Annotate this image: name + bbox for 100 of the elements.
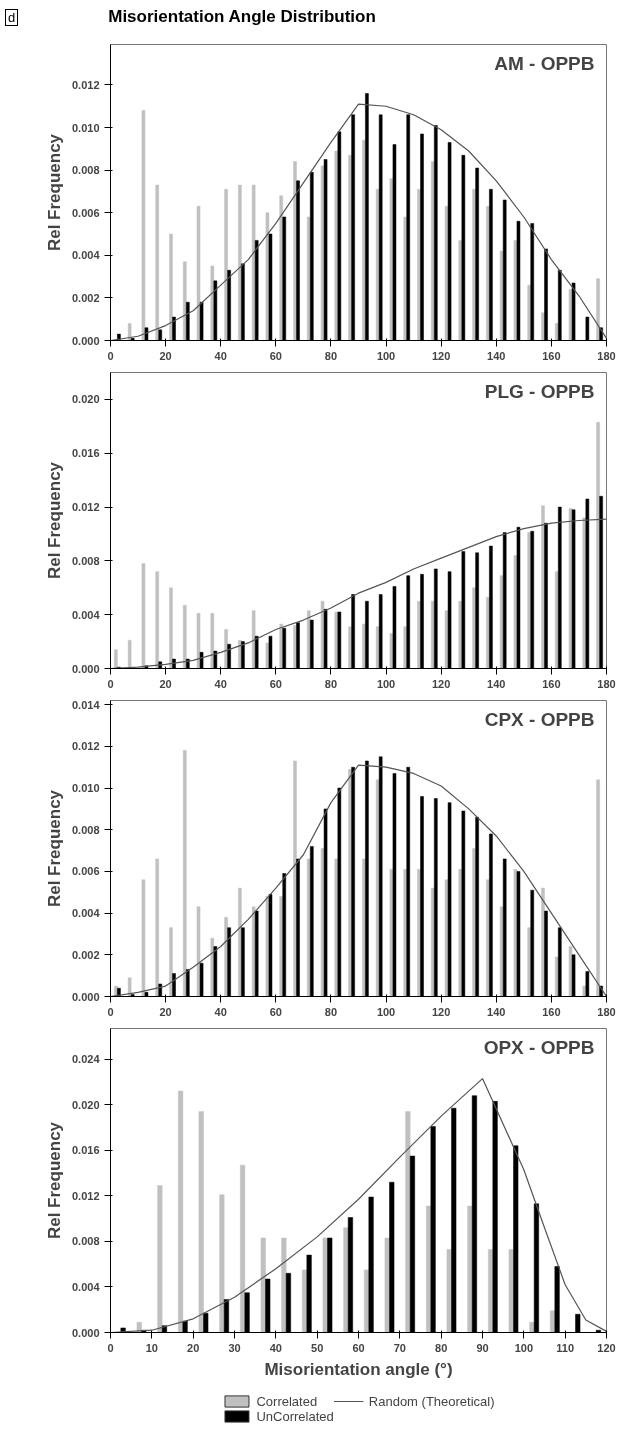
x-tick-label: 20 (187, 1341, 200, 1354)
x-tick-label: 60 (269, 1005, 282, 1018)
chart-title: PLG - OPPB (484, 380, 595, 402)
x-tick-label: 100 (514, 1341, 534, 1354)
bar (198, 1111, 204, 1333)
x-tick-label: 40 (214, 1005, 227, 1018)
bar (375, 189, 380, 341)
x-tick-label: 160 (542, 349, 561, 362)
x-tick-label: 100 (376, 677, 396, 690)
bar (196, 206, 201, 341)
bar (155, 184, 159, 341)
legend-label: Correlated (256, 1393, 318, 1409)
bar (446, 1249, 452, 1333)
bar (322, 1237, 328, 1333)
y-tick-label: 0.008 (71, 164, 100, 177)
bar (508, 1249, 514, 1333)
bar (281, 1237, 287, 1333)
bar (183, 261, 187, 341)
bar (127, 323, 132, 341)
x-tick-label: 90 (476, 1341, 489, 1354)
y-tick-label: 0.008 (71, 823, 100, 836)
bar (240, 1164, 246, 1333)
x-tick-label: 50 (311, 1341, 324, 1354)
x-tick-label: 120 (431, 349, 451, 362)
y-tick-label: 0.012 (71, 740, 100, 753)
x-tick-label: 140 (487, 677, 506, 690)
x-tick-label: 140 (487, 1005, 506, 1018)
bar (210, 613, 215, 669)
bar (169, 233, 173, 341)
bar (251, 184, 256, 341)
bar (265, 212, 270, 341)
x-tick-label: 100 (376, 1005, 396, 1018)
y-tick-label: 0.004 (71, 608, 101, 621)
x-tick-label: 40 (214, 349, 227, 362)
y-tick-label: 0.002 (71, 291, 100, 304)
bar (568, 946, 573, 997)
x-tick-label: 40 (269, 1341, 282, 1354)
y-tick-label: 0.016 (71, 447, 100, 460)
y-tick-label: 0.020 (71, 1098, 100, 1111)
chart-title: CPX - OPPB (484, 708, 595, 730)
x-tick-label: 70 (393, 1341, 406, 1354)
y-tick-label: 0.020 (71, 393, 100, 406)
x-tick-label: 180 (597, 349, 616, 362)
x-tick-label: 60 (352, 1341, 365, 1354)
bar (155, 858, 159, 997)
x-tick-label: 80 (324, 349, 338, 362)
x-tick-label: 160 (542, 677, 561, 690)
bar (467, 1205, 473, 1333)
x-tick-label: 20 (159, 349, 172, 362)
bar (157, 1185, 163, 1333)
x-tick-label: 40 (214, 677, 227, 690)
bar (596, 422, 600, 669)
text: Misorientation Angle Distribution (108, 7, 376, 26)
y-tick-label: 0.014 (71, 698, 101, 711)
bar (219, 1194, 225, 1333)
bar (141, 879, 146, 997)
bar (499, 575, 504, 669)
x-tick-label: 0 (107, 349, 114, 362)
x-tick-label: 80 (324, 677, 338, 690)
bar (251, 906, 256, 997)
x-tick-label: 60 (269, 349, 282, 362)
legend-label: Random (Theoretical) (368, 1393, 495, 1409)
y-tick-label: 0.000 (71, 334, 100, 347)
y-tick-label: 0.012 (71, 78, 100, 91)
bar (178, 1090, 184, 1333)
chart-title: AM - OPPB (494, 52, 595, 74)
y-tick-label: 0.010 (71, 121, 100, 134)
bar (127, 977, 132, 997)
y-tick-label: 0.004 (71, 249, 101, 262)
x-tick-label: 120 (431, 677, 451, 690)
bar (343, 1227, 349, 1333)
bar (293, 760, 297, 997)
bar (141, 110, 146, 341)
x-tick-label: 10 (145, 1341, 158, 1354)
bar (260, 1237, 266, 1333)
bar (155, 571, 159, 669)
x-tick-label: 0 (107, 1005, 114, 1018)
bar (169, 587, 173, 669)
bar (238, 184, 242, 341)
bar (384, 1237, 390, 1333)
bar (499, 250, 504, 341)
text: d (5, 9, 19, 26)
bar (169, 927, 173, 997)
x-tick-label: 80 (435, 1341, 448, 1354)
y-axis-title: Rel Frequency (44, 1121, 64, 1240)
y-tick-label: 0.008 (71, 554, 100, 567)
x-tick-label: 120 (431, 1005, 451, 1018)
x-tick-label: 60 (269, 677, 282, 690)
y-tick-label: 0.002 (71, 948, 100, 961)
bar (238, 887, 242, 997)
x-tick-label: 0 (107, 677, 114, 690)
y-tick-label: 0.006 (71, 865, 100, 878)
x-tick-label: 20 (159, 1005, 172, 1018)
y-tick-label: 0.004 (71, 907, 101, 920)
bar (224, 629, 228, 669)
bar (114, 649, 118, 669)
bar (529, 1322, 535, 1333)
y-tick-label: 0.006 (71, 206, 100, 219)
bar (596, 278, 600, 341)
bar (196, 613, 201, 669)
